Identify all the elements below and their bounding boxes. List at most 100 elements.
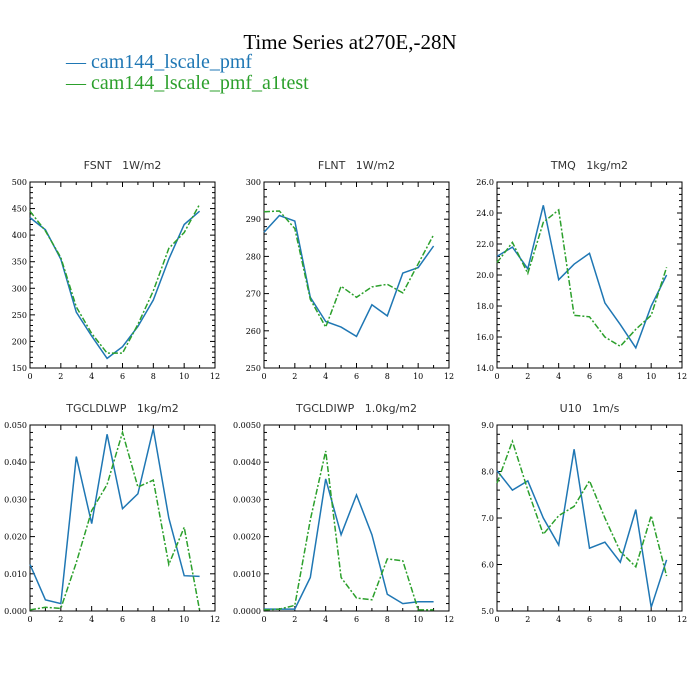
y-tick-label: 280	[246, 252, 261, 261]
x-tick-label: 4	[556, 615, 561, 624]
legend-label-series-1: cam144_lscale_pmf	[91, 51, 253, 73]
y-tick-label: 350	[12, 258, 27, 267]
legend-label-series-2: cam144_lscale_pmf_a1test	[91, 72, 309, 94]
y-tick-label: 260	[246, 327, 261, 336]
x-tick-label: 6	[354, 372, 359, 381]
series-line-cam144-lscale-pmf-a1test	[29, 429, 201, 611]
x-tick-label: 8	[151, 615, 156, 624]
x-tick-label: 2	[525, 615, 530, 624]
x-tick-label: 8	[385, 372, 390, 381]
legend-entry-series-1: — cam144_lscale_pmf	[66, 51, 252, 74]
x-tick-label: 0	[494, 615, 499, 624]
chart-panel: TGCLDIWP 1.0kg/m2 0 2 4 6 8 10 12 0.0000 0.0010 0.…	[233, 402, 454, 624]
plot-frame	[496, 424, 683, 612]
x-tick-label: 8	[618, 372, 623, 381]
y-tick-label: 0.0020	[233, 533, 261, 542]
x-tick-label: 0	[27, 615, 32, 624]
series-line-cam144-lscale-pmf-a1test	[263, 210, 435, 329]
panel-title: TGCLDIWP 1.0kg/m2	[295, 402, 417, 415]
x-tick-label: 4	[323, 372, 328, 381]
y-tick-label: 18.0	[476, 302, 494, 311]
panel-title: U10 1m/s	[560, 402, 620, 415]
y-tick-label: 450	[12, 205, 27, 214]
chart-panel: FLNT 1W/m2 0 2 4 6 8 10 12 250 260 270 280 290 300	[246, 159, 454, 381]
plot-frame	[29, 181, 216, 369]
x-tick-label: 0	[261, 372, 266, 381]
x-tick-label: 8	[385, 615, 390, 624]
x-tick-label: 2	[292, 372, 297, 381]
y-tick-label: 300	[12, 284, 27, 293]
y-tick-label: 20.0	[476, 271, 494, 280]
x-tick-label: 4	[89, 615, 94, 624]
series-line-cam144-lscale-pmf	[29, 428, 200, 605]
y-tick-label: 0.050	[4, 421, 27, 430]
x-tick-label: 6	[354, 615, 359, 624]
x-tick-label: 12	[444, 615, 454, 624]
legend-swatch-series-1: —	[66, 51, 86, 73]
x-tick-label: 6	[587, 372, 592, 381]
x-tick-label: 0	[27, 372, 32, 381]
y-tick-label: 8.0	[481, 468, 494, 477]
x-tick-label: 6	[120, 372, 125, 381]
y-tick-label: 250	[246, 364, 261, 373]
y-tick-label: 26.0	[476, 178, 494, 187]
page-title: Time Series at270E,-28N	[243, 30, 457, 54]
y-tick-label: 0.030	[4, 495, 27, 504]
x-tick-label: 2	[525, 372, 530, 381]
y-tick-label: 0.0040	[233, 458, 261, 467]
series-line-cam144-lscale-pmf	[496, 205, 668, 350]
y-tick-label: 14.0	[476, 364, 494, 373]
x-tick-label: 6	[587, 615, 592, 624]
chart-panel: U10 1m/s 0 2 4 6 8 10 12 5.0 6.0 7.0 8.0 9.0	[481, 402, 687, 624]
x-tick-label: 12	[210, 615, 220, 624]
x-tick-label: 2	[292, 615, 297, 624]
x-tick-label: 12	[677, 615, 687, 624]
x-tick-label: 12	[677, 372, 687, 381]
x-tick-label: 12	[444, 372, 454, 381]
y-tick-label: 0.010	[4, 570, 27, 579]
x-tick-label: 0	[261, 615, 266, 624]
series-line-cam144-lscale-pmf	[29, 210, 201, 360]
x-tick-label: 4	[89, 372, 94, 381]
y-tick-label: 270	[246, 290, 261, 299]
y-tick-label: 5.0	[481, 607, 494, 616]
x-tick-label: 8	[151, 372, 156, 381]
series-line-cam144-lscale-pmf-a1test	[496, 438, 668, 577]
y-tick-label: 0.0050	[233, 421, 261, 430]
panel-title: TMQ 1kg/m2	[550, 159, 628, 172]
x-tick-label: 10	[413, 372, 423, 381]
y-tick-label: 0.000	[4, 607, 27, 616]
y-tick-label: 150	[12, 364, 27, 373]
x-tick-label: 10	[646, 615, 656, 624]
legend-entry-series-2: — cam144_lscale_pmf_a1test	[66, 72, 309, 95]
chart-panel: FSNT 1W/m2 0 2 4 6 8 10 12 150 200 250 300 350 400 450…	[12, 159, 220, 381]
x-tick-label: 10	[413, 615, 423, 624]
y-tick-label: 500	[12, 178, 27, 187]
y-tick-label: 250	[12, 311, 27, 320]
y-tick-label: 9.0	[481, 421, 494, 430]
x-tick-label: 4	[323, 615, 328, 624]
y-tick-label: 200	[12, 337, 27, 346]
y-tick-label: 0.020	[4, 533, 27, 542]
y-tick-label: 22.0	[476, 240, 494, 249]
y-tick-label: 24.0	[476, 209, 494, 218]
x-tick-label: 10	[179, 372, 189, 381]
y-tick-label: 300	[246, 178, 261, 187]
y-tick-label: 0.0030	[233, 495, 261, 504]
y-tick-label: 7.0	[481, 514, 494, 523]
plot-frame	[263, 181, 450, 369]
panel-title: FLNT 1W/m2	[318, 159, 395, 172]
x-tick-label: 8	[618, 615, 623, 624]
panel-title: TGCLDLWP 1kg/m2	[65, 402, 178, 415]
y-tick-label: 290	[246, 215, 261, 224]
x-tick-label: 4	[556, 372, 561, 381]
x-tick-label: 0	[494, 372, 499, 381]
y-tick-label: 16.0	[476, 333, 494, 342]
chart-panel: TGCLDLWP 1kg/m2 0 2 4 6 8 10 12 0.000 0.010 0.020 0…	[4, 402, 220, 624]
x-tick-label: 10	[646, 372, 656, 381]
x-tick-label: 2	[58, 372, 63, 381]
plot-frame	[496, 181, 683, 369]
x-tick-label: 12	[210, 372, 220, 381]
series-line-cam144-lscale-pmf-a1test	[496, 208, 668, 348]
